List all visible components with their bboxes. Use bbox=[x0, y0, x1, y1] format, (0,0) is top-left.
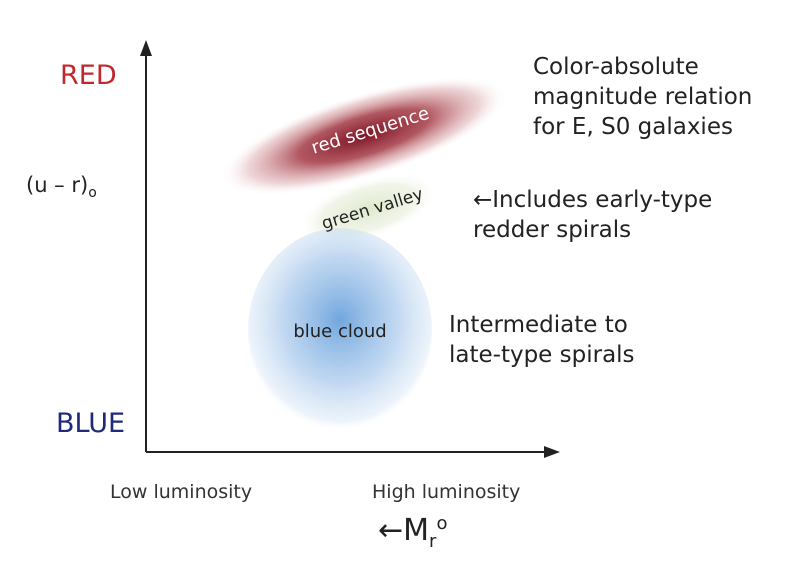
x-axis-low-label: Low luminosity bbox=[110, 481, 253, 503]
x-axis-quantity-sub: r bbox=[429, 531, 437, 552]
y-axis-blue-label: BLUE bbox=[56, 408, 126, 439]
annotation-line: ←Includes early-type bbox=[473, 187, 713, 213]
x-axis-quantity-main: M bbox=[403, 513, 430, 548]
blue-cloud-label: blue cloud bbox=[293, 321, 386, 342]
y-axis-arrowhead bbox=[140, 40, 152, 56]
annotation-line: redder spirals bbox=[473, 217, 632, 243]
blue-cloud-region bbox=[248, 228, 432, 432]
x-axis-quantity-sup: o bbox=[436, 513, 448, 534]
annotation-line: Color-absolute bbox=[533, 54, 699, 80]
x-axis-quantity: ←Mro bbox=[378, 513, 447, 552]
red-sequence-region bbox=[220, 76, 508, 196]
y-axis-quantity-main: (u – r) bbox=[26, 173, 89, 197]
y-axis-red-label: RED bbox=[60, 60, 117, 91]
y-axis-quantity: (u – r)o bbox=[26, 173, 97, 201]
annotation-line: for E, S0 galaxies bbox=[533, 114, 733, 140]
green-valley-annotation: ←Includes early-type redder spirals bbox=[473, 185, 712, 245]
annotation-line: magnitude relation bbox=[533, 84, 753, 110]
x-axis-quantity-arrow: ← bbox=[378, 513, 404, 548]
annotation-line: Intermediate to bbox=[449, 312, 628, 338]
green-valley-region bbox=[298, 173, 438, 245]
blue-cloud-annotation: Intermediate to late-type spirals bbox=[449, 310, 635, 370]
y-axis-quantity-sub: o bbox=[88, 185, 97, 202]
red-sequence-annotation: Color-absolute magnitude relation for E,… bbox=[533, 52, 752, 142]
annotation-line: late-type spirals bbox=[449, 342, 635, 368]
x-axis-high-label: High luminosity bbox=[372, 481, 521, 503]
x-axis-arrowhead bbox=[544, 446, 560, 458]
